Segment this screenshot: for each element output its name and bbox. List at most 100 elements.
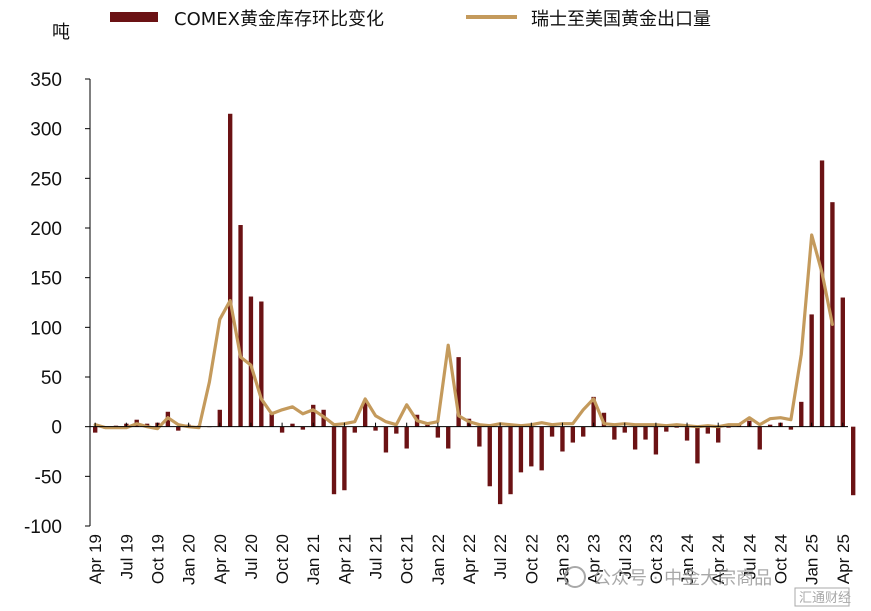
bar [497, 426, 503, 505]
x-tick-label: Jan 20 [180, 534, 199, 585]
watermark-text: 公众号 · 中金大宗商品 [593, 568, 772, 589]
x-tick-label: Jan 23 [554, 534, 573, 585]
bar [93, 426, 98, 433]
bar [643, 426, 648, 440]
x-tick-label: Jan 24 [678, 534, 697, 585]
bar [664, 426, 669, 432]
bar [799, 401, 804, 427]
watermark-tag-box [794, 587, 850, 607]
x-tick-label: Jul 24 [740, 534, 759, 579]
x-tick-label: Apr 23 [585, 534, 604, 584]
bar [342, 426, 347, 491]
x-tick-label: Apr 19 [86, 534, 105, 584]
bar [549, 426, 555, 437]
x-tick-label: Apr 24 [709, 534, 728, 584]
bars [93, 113, 856, 505]
bar [217, 409, 222, 427]
bar [435, 426, 441, 438]
bar [238, 225, 243, 427]
bar [311, 404, 316, 427]
bar [622, 426, 627, 433]
line-series [93, 233, 835, 431]
x-tick-label: Oct 22 [522, 534, 541, 584]
bar [539, 426, 544, 471]
y-tick-label: 200 [30, 219, 62, 240]
bar [612, 426, 617, 440]
bar [269, 411, 274, 427]
line-swiss-exports [93, 233, 835, 431]
bar [851, 426, 856, 496]
bar [529, 426, 534, 467]
bar [290, 423, 295, 427]
x-tick-label: Jul 22 [491, 534, 510, 579]
bar [279, 426, 285, 433]
bar [819, 160, 825, 427]
bar [695, 426, 700, 464]
legend-label-swiss-exports: 瑞士至美国黄金出口量 [531, 9, 711, 30]
bar [632, 426, 638, 450]
bar [331, 426, 337, 495]
x-axis: Apr 19 Jul 19 Oct 19 Jan 20 Apr 20 Jul 20 Oct … [86, 422, 853, 585]
bar [830, 202, 835, 427]
bar [508, 426, 513, 495]
bar [767, 424, 773, 427]
bar [446, 426, 451, 449]
bar [591, 396, 596, 427]
bar [394, 426, 399, 434]
x-tick-label: Apr 25 [834, 534, 853, 584]
legend-swatch-bar [110, 12, 158, 22]
y-axis-unit: 吨 [52, 22, 70, 43]
legend: COMEX黄金库存环比变化 瑞士至美国黄金出口量 [110, 9, 711, 30]
bar [227, 113, 233, 427]
wechat-icon [564, 566, 586, 588]
bar [425, 424, 430, 427]
x-tick-label: Oct 19 [149, 534, 168, 584]
x-tick-label: Apr 22 [460, 534, 479, 584]
x-tick-label: Jan 21 [304, 534, 323, 585]
bar [570, 426, 576, 443]
y-tick-label: 100 [30, 318, 62, 339]
bar [809, 314, 814, 427]
bar [176, 426, 181, 431]
bar [248, 296, 254, 427]
x-tick-label: Jan 22 [429, 534, 448, 585]
x-tick-label: Oct 21 [398, 534, 417, 584]
bar [840, 297, 845, 427]
bar [456, 357, 461, 427]
y-tick-label: 50 [41, 368, 62, 389]
x-tick-label: Jul 19 [117, 534, 136, 579]
watermark: 公众号 · 中金大宗商品 汇通财经 [564, 566, 851, 607]
y-tick-label: 150 [30, 269, 62, 290]
watermark-tag: 汇通财经 [799, 591, 851, 606]
x-tick-label: Apr 21 [335, 534, 354, 584]
bar [560, 426, 565, 452]
bar [373, 426, 378, 431]
x-tick-label: Oct 20 [273, 534, 292, 584]
bar [518, 426, 524, 473]
bar [705, 426, 711, 434]
bar [487, 426, 492, 487]
bar [581, 426, 586, 437]
bar [716, 426, 721, 443]
bar [362, 400, 368, 427]
bar [300, 426, 306, 430]
legend-label-comex: COMEX黄金库存环比变化 [174, 9, 384, 30]
x-tick-label: Jul 21 [367, 534, 386, 579]
bar [352, 426, 357, 433]
y-tick-label: -100 [24, 517, 62, 538]
y-tick-label: 0 [51, 418, 62, 439]
bar [653, 426, 659, 455]
bar [383, 426, 389, 453]
x-tick-label: Apr 20 [211, 534, 230, 584]
x-tick-label: Jul 20 [242, 534, 261, 579]
bar [259, 301, 264, 427]
y-tick-label: -50 [35, 467, 62, 488]
x-tick-label: Jul 23 [616, 534, 635, 579]
y-tick-label: 350 [30, 70, 62, 91]
bar [404, 426, 409, 449]
y-tick-label: 300 [30, 120, 62, 141]
bar [757, 426, 762, 450]
bar [788, 426, 794, 430]
y-axis: 350 300 250 200 150 100 50 0 -50 -100 [24, 70, 91, 538]
